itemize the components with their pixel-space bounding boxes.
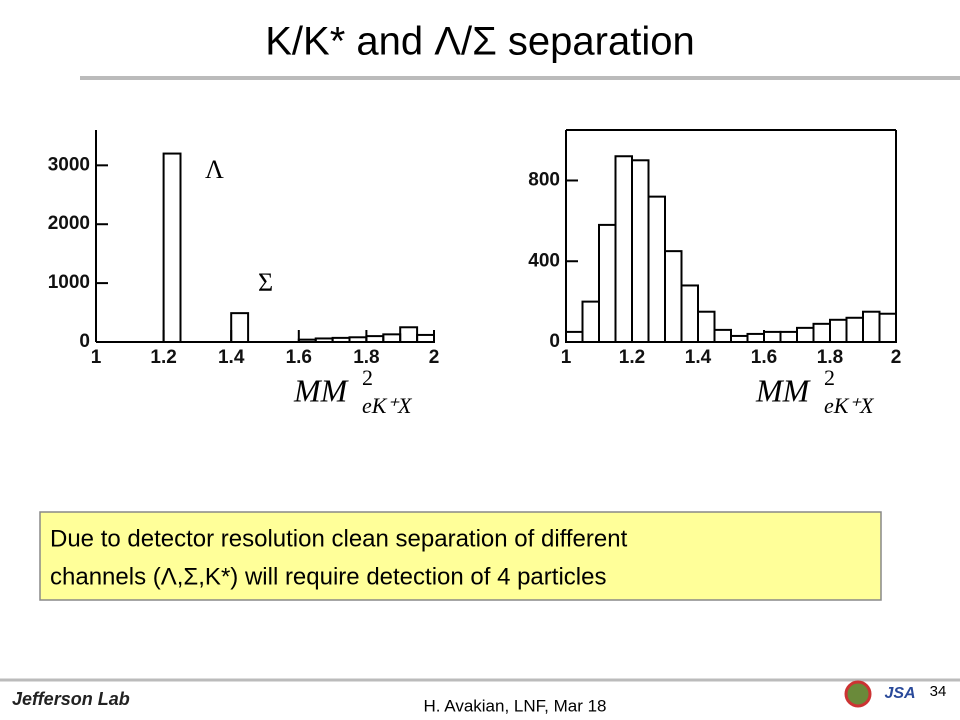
x-tick-label: 1.6	[751, 347, 777, 368]
note-line: Due to detector resolution clean separat…	[50, 525, 628, 552]
y-tick-label: 0	[549, 331, 560, 352]
x-tick-label: 1.2	[150, 347, 176, 368]
y-tick-label: 3000	[48, 154, 90, 175]
x-tick-label: 1.6	[286, 347, 312, 368]
x-tick-label: 1.8	[353, 347, 379, 368]
note-box	[39, 511, 882, 601]
y-tick-label: 0	[79, 331, 90, 352]
x-axis-label-sup: 2	[362, 365, 373, 390]
y-tick-label: 800	[528, 169, 560, 190]
footer-author: H. Avakian, LNF, Mar 18	[424, 696, 607, 715]
x-tick-label: 1.2	[619, 347, 645, 368]
note-line: channels (Λ,Σ,K*) will require detection…	[50, 563, 606, 590]
annotation: Σ	[258, 268, 273, 297]
x-tick-label: 1	[561, 347, 572, 368]
page-number: 34	[930, 683, 947, 700]
footer-logo: Jefferson Lab	[12, 689, 130, 709]
x-axis-label-sup: 2	[824, 365, 835, 390]
x-tick-label: 2	[429, 347, 440, 368]
annotation: Λ	[205, 155, 224, 184]
x-tick-label: 1.4	[685, 347, 712, 368]
x-axis-label-sub: eK⁺X	[362, 393, 413, 418]
partner-logo: JSA	[884, 685, 915, 702]
x-tick-label: 1.4	[218, 347, 245, 368]
y-tick-label: 400	[528, 250, 560, 271]
y-tick-label: 2000	[48, 213, 90, 234]
x-axis-label: MM	[293, 372, 350, 408]
x-axis-label: MM	[755, 372, 812, 408]
x-tick-label: 1	[91, 347, 102, 368]
x-axis-label-sub: eK⁺X	[824, 393, 875, 418]
x-tick-label: 1.8	[817, 347, 843, 368]
slide-title: K/K* and Λ/Σ separation	[265, 20, 694, 64]
y-tick-label: 1000	[48, 272, 90, 293]
x-tick-label: 2	[891, 347, 902, 368]
partner-icon	[844, 680, 872, 708]
